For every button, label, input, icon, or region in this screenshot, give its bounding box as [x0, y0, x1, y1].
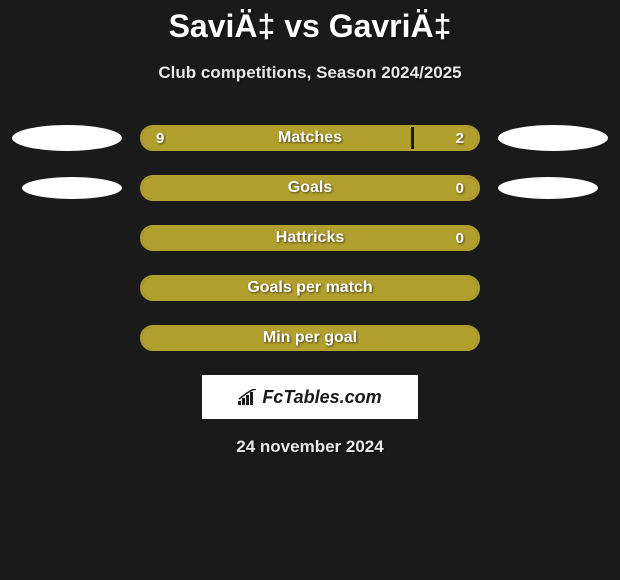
comparison-infographic: SaviÄ‡ vs GavriÄ‡ Club competitions, Sea… — [0, 0, 620, 457]
ellipse-right — [498, 125, 608, 151]
comparison-row: Matches92 — [0, 125, 620, 151]
chart-icon — [238, 389, 258, 405]
logo-label: FcTables.com — [262, 387, 381, 408]
stat-bar: Goals per match — [140, 275, 480, 301]
comparison-row: Goals0 — [0, 175, 620, 201]
date-text: 24 november 2024 — [0, 437, 620, 457]
stat-bar: Matches92 — [140, 125, 480, 151]
ellipse-left — [22, 177, 122, 199]
bar-overlay: 92 — [142, 127, 478, 149]
left-value: 9 — [156, 130, 164, 147]
rows-container: Matches92Goals0Hattricks0Goals per match… — [0, 125, 620, 351]
logo-box: FcTables.com — [202, 375, 418, 419]
stat-bar: Hattricks0 — [140, 225, 480, 251]
right-value: 0 — [456, 180, 464, 197]
ellipse-left — [12, 125, 122, 151]
stat-bar: Min per goal — [140, 325, 480, 351]
bar-overlay: 0 — [142, 177, 478, 199]
bar-overlay: 0 — [142, 227, 478, 249]
stat-bar: Goals0 — [140, 175, 480, 201]
page-title: SaviÄ‡ vs GavriÄ‡ — [0, 8, 620, 45]
ellipse-right — [498, 177, 598, 199]
comparison-row: Min per goal — [0, 325, 620, 351]
right-value: 2 — [456, 130, 464, 147]
bar-overlay — [142, 327, 478, 349]
bar-overlay — [142, 277, 478, 299]
comparison-row: Goals per match — [0, 275, 620, 301]
subtitle: Club competitions, Season 2024/2025 — [0, 63, 620, 83]
logo-text: FcTables.com — [238, 387, 381, 408]
right-value: 0 — [456, 230, 464, 247]
comparison-row: Hattricks0 — [0, 225, 620, 251]
